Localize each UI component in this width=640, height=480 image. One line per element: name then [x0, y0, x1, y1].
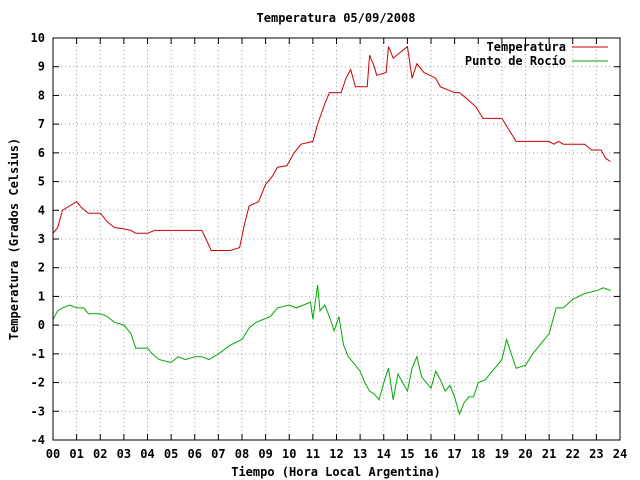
- x-tick-label: 02: [93, 447, 107, 461]
- y-tick-label: 2: [38, 261, 45, 275]
- y-tick-label: 6: [38, 146, 45, 160]
- y-tick-label: 8: [38, 88, 45, 102]
- x-axis-label: Tiempo (Hora Local Argentina): [231, 465, 441, 479]
- x-tick-label: 20: [518, 447, 532, 461]
- chart-title: Temperatura 05/09/2008: [257, 11, 416, 25]
- x-tick-label: 08: [235, 447, 249, 461]
- x-tick-label: 15: [400, 447, 414, 461]
- plot-frame: [52, 37, 621, 441]
- y-tick-label: -3: [31, 404, 45, 418]
- y-axis-label: Temperatura (Grados Celsius): [7, 138, 21, 340]
- x-tick-label: 21: [542, 447, 556, 461]
- y-tick-label: 4: [38, 203, 45, 217]
- x-tick-label: 17: [447, 447, 461, 461]
- x-tick-label: 04: [140, 447, 154, 461]
- y-tick-label: -2: [31, 376, 45, 390]
- legend-label: Punto de Rocío: [465, 54, 566, 68]
- series-line-punto-de-rocio: [52, 284, 611, 416]
- x-tick-label: 10: [282, 447, 296, 461]
- x-tick-label: 23: [589, 447, 603, 461]
- y-tick-label: 3: [38, 232, 45, 246]
- x-tick-label: 22: [566, 447, 580, 461]
- y-tick-label: -4: [31, 433, 45, 447]
- x-tick-label: 14: [377, 447, 391, 461]
- y-tick-label: 5: [38, 175, 45, 189]
- x-tick-label: 18: [471, 447, 485, 461]
- series-line-temperatura: [52, 45, 611, 251]
- series-lines: [52, 45, 611, 416]
- y-tick-label: 7: [38, 117, 45, 131]
- x-tick-label: 03: [117, 447, 131, 461]
- x-tick-label: 12: [329, 447, 343, 461]
- x-tick-label: 01: [69, 447, 83, 461]
- x-tick-label: 00: [46, 447, 60, 461]
- x-tick-label: 19: [495, 447, 509, 461]
- y-tick-label: -1: [31, 347, 45, 361]
- grid: [53, 38, 620, 440]
- y-tick-label: 10: [31, 31, 45, 45]
- x-tick-label: 05: [164, 447, 178, 461]
- x-tick-label: 07: [211, 447, 225, 461]
- x-tick-label: 13: [353, 447, 367, 461]
- x-tick-label: 24: [613, 447, 627, 461]
- y-tick-label: 1: [38, 289, 45, 303]
- x-tick-label: 11: [306, 447, 320, 461]
- x-tick-label: 09: [258, 447, 272, 461]
- legend-label: Temperatura: [487, 40, 566, 54]
- y-tick-label: 9: [38, 60, 45, 74]
- axis-ticks: 00 01 02 03 04 05 06 07 08 09 10 11 12 13 14 15 16 17 18 19…: [31, 31, 628, 461]
- x-tick-label: 16: [424, 447, 438, 461]
- x-tick-label: 06: [188, 447, 202, 461]
- y-tick-label: 0: [38, 318, 45, 332]
